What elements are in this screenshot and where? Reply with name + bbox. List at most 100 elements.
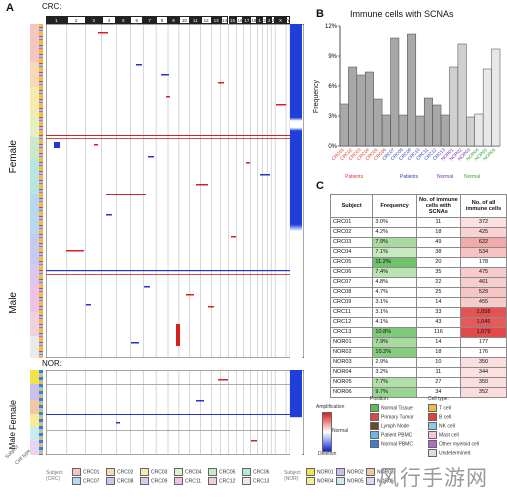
legend-swatch bbox=[208, 468, 217, 476]
frequency-cell: 9.7% bbox=[372, 387, 417, 398]
y-tick-label: 3% bbox=[328, 114, 337, 120]
immune-scna-cell: 38 bbox=[415, 247, 462, 258]
legend-label: CRC02 bbox=[117, 469, 134, 476]
legend-label: CRC04 bbox=[185, 469, 202, 476]
all-immune-cell: 534 bbox=[460, 247, 507, 258]
immune-scna-cell: 35 bbox=[415, 267, 462, 278]
legend-swatch bbox=[370, 422, 379, 430]
immune-scna-cell: 18 bbox=[415, 347, 462, 358]
chromosome-17-label: 17 bbox=[243, 16, 251, 24]
watermark-text: 风行手游网 bbox=[378, 466, 488, 490]
all-immune-cell: 350 bbox=[460, 357, 507, 368]
legend-label: CRC01 bbox=[83, 469, 100, 476]
subject-cell: CRC07 bbox=[329, 277, 374, 288]
legend-label: NOR02 bbox=[347, 469, 364, 476]
legend-item: CRC06 bbox=[242, 468, 269, 476]
amplification-mark bbox=[94, 144, 98, 146]
legend-item: CRC05 bbox=[208, 468, 235, 476]
subject-cell: NOR02 bbox=[329, 347, 374, 358]
legend-label: B cell bbox=[439, 414, 452, 421]
legend-item: CRC07 bbox=[72, 477, 99, 485]
amplification-mark bbox=[231, 236, 236, 238]
deletion-mark bbox=[46, 384, 290, 385]
subject-cell: NOR04 bbox=[329, 367, 374, 378]
amplification-mark bbox=[46, 135, 290, 136]
immune-scna-cell: 10 bbox=[415, 357, 462, 368]
legend-item: CRC11 bbox=[174, 477, 201, 485]
nor-subject-strip bbox=[30, 370, 39, 455]
legend-item: NOR02 bbox=[336, 468, 364, 476]
subject-cell: CRC03 bbox=[329, 237, 374, 248]
all-immune-cell: 455 bbox=[460, 297, 507, 308]
frequency-cell: 3.1% bbox=[372, 307, 417, 318]
frequency-cell: 7.7% bbox=[372, 377, 417, 388]
legend-swatch bbox=[336, 468, 345, 476]
legend-swatch bbox=[140, 468, 149, 476]
amplification-mark bbox=[196, 184, 208, 186]
deletion-mark bbox=[54, 142, 60, 148]
bar-NOR04 bbox=[474, 113, 484, 147]
immune-scna-cell: 14 bbox=[415, 297, 462, 308]
legend-item: B cell bbox=[428, 413, 451, 421]
legend-label: NOR01 bbox=[317, 469, 334, 476]
frequency-cell: 4.1% bbox=[372, 317, 417, 328]
subject-cell: NOR05 bbox=[329, 377, 374, 388]
chromosome-10-label: 10 bbox=[178, 16, 190, 24]
bar-CRC09 bbox=[407, 33, 417, 147]
bar-CRC03 bbox=[356, 74, 366, 147]
group-normal2-label: Normal bbox=[464, 174, 481, 180]
bar-CRC08 bbox=[398, 114, 408, 147]
amplification-mark bbox=[46, 138, 290, 139]
frequency-cell: 4.8% bbox=[372, 277, 417, 288]
group-patients2-label: Patients bbox=[400, 174, 419, 180]
group-normal-label: Normal bbox=[437, 174, 454, 180]
table-row: CRC08 4.7% 25 529 bbox=[329, 287, 507, 298]
all-immune-cell: 350 bbox=[460, 377, 507, 388]
nor-label: NOR: bbox=[42, 359, 62, 368]
table-row: NOR01 7.9% 14 177 bbox=[329, 337, 507, 348]
frequency-cell: 7.9% bbox=[372, 237, 417, 248]
legend-swatch bbox=[428, 449, 437, 457]
bar-CRC04 bbox=[365, 71, 374, 147]
chromosome-13-label: 13 bbox=[211, 16, 221, 24]
immune-scna-cell: 20 bbox=[415, 257, 462, 268]
legend-label: Patient PBMC bbox=[381, 432, 413, 439]
chromosome-6-label: 6 bbox=[130, 16, 144, 24]
frequency-cell: 4.7% bbox=[372, 287, 417, 298]
legend-item: Undetermined bbox=[428, 449, 470, 457]
amplification-mark bbox=[186, 294, 194, 296]
bar-CRC01 bbox=[339, 103, 349, 147]
chromosome-7-label: 7 bbox=[143, 16, 157, 24]
subject-cell: CRC12 bbox=[329, 317, 374, 328]
amplification-mark bbox=[276, 104, 286, 106]
panel-a-letter: A bbox=[6, 2, 14, 14]
legend-swatch bbox=[366, 468, 375, 476]
legend-swatch bbox=[306, 468, 315, 476]
panel-c-letter: C bbox=[316, 180, 324, 192]
legend-swatch bbox=[366, 477, 375, 485]
bar-NOR05 bbox=[482, 68, 492, 147]
subject-nor-label: Subject (NOR) bbox=[284, 470, 301, 482]
deletion-mark bbox=[131, 342, 139, 344]
legend-swatch bbox=[208, 477, 217, 485]
legend-item: NOR05 bbox=[336, 477, 364, 485]
legend-label: CRC12 bbox=[219, 478, 236, 485]
legend-label: CRC13 bbox=[253, 478, 270, 485]
chromosome-2-label: 2 bbox=[66, 16, 86, 24]
position-legend-title: Position: bbox=[370, 396, 390, 402]
subject-cell: NOR03 bbox=[329, 357, 374, 368]
bar-CRC07 bbox=[390, 37, 400, 147]
table-row: CRC06 7.4% 35 475 bbox=[329, 267, 507, 278]
bar-CRC06 bbox=[381, 114, 391, 147]
legend-item: Lymph Node bbox=[370, 422, 409, 430]
frequency-bar-chart: 0%3%6%9%12%CRC01CRC02CRC03CRC04CRC05CRC0… bbox=[325, 24, 501, 162]
amplification-mark bbox=[166, 96, 170, 98]
celltype-legend-title: Cell type: bbox=[428, 396, 449, 402]
header-subject: Subject bbox=[329, 194, 374, 218]
header-frequency: Frequency bbox=[372, 194, 417, 218]
all-immune-cell: 475 bbox=[460, 267, 507, 278]
deletion-mark bbox=[260, 174, 270, 176]
legend-label: Primary Tumor bbox=[381, 414, 414, 421]
legend-item: CRC04 bbox=[174, 468, 201, 476]
nor-scna-heatmap bbox=[46, 370, 304, 455]
